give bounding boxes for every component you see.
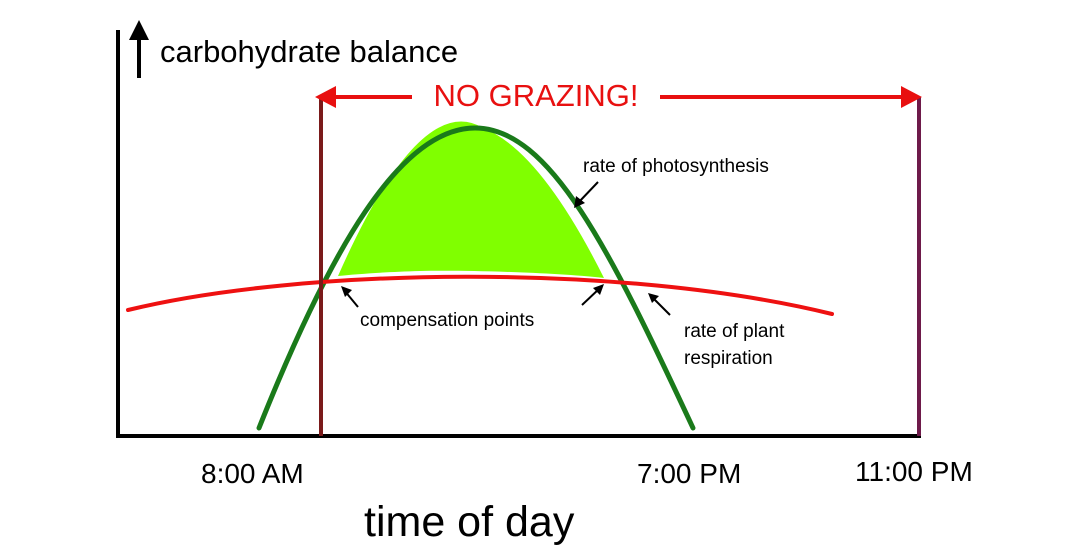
x-axis-label: time of day bbox=[364, 498, 575, 546]
time-label-8am: 8:00 AM bbox=[201, 458, 304, 489]
time-label-11pm: 11:00 PM bbox=[855, 456, 973, 487]
carbohydrate-surplus-area bbox=[338, 121, 604, 278]
photosynthesis-label: rate of photosynthesis bbox=[583, 156, 769, 177]
respiration-pointer-arrow bbox=[648, 293, 671, 316]
respiration-label-line2: respiration bbox=[684, 348, 773, 369]
photosynthesis-curve bbox=[256, 125, 696, 431]
photosynthesis-pointer-arrow bbox=[574, 181, 599, 208]
compensation-points-label: compensation points bbox=[360, 310, 534, 331]
up-arrow-icon bbox=[129, 20, 149, 78]
no-grazing-banner: NO GRAZING! bbox=[434, 78, 639, 113]
no-grazing-double-arrow bbox=[315, 86, 922, 108]
time-label-7pm: 7:00 PM bbox=[637, 458, 741, 489]
respiration-label-line1: rate of plant bbox=[684, 321, 785, 342]
y-axis-label: carbohydrate balance bbox=[160, 34, 458, 69]
compensation-pointer-right-arrow bbox=[581, 284, 604, 306]
respiration-curve bbox=[126, 274, 834, 316]
compensation-pointer-left-arrow bbox=[341, 286, 359, 308]
